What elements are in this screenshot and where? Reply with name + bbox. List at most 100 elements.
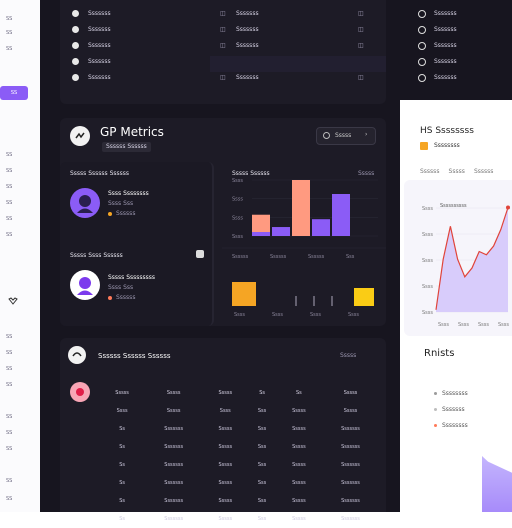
table-cell: Sssssss <box>164 462 184 468</box>
table-cell: Ss <box>119 462 125 468</box>
table-cell: Sss <box>257 408 267 414</box>
bar-chart-panel: Sssss Ssssss Sssss Ssss Ssss Ssss Ssss Sssss… <box>222 162 386 326</box>
table-row[interactable]: Ss Sssssss Sssss Sss Sssss Sssssss <box>100 492 380 510</box>
bar[interactable] <box>292 180 310 236</box>
profile-sub: Ssss Sss <box>108 284 134 291</box>
chart-header-left: Sssss Ssssss <box>232 170 270 177</box>
sidebar-item[interactable]: SS <box>6 446 13 452</box>
column-header[interactable]: Sssss <box>218 390 233 396</box>
avatar[interactable] <box>70 270 100 300</box>
column-header[interactable]: Ss <box>296 390 302 396</box>
sidebar-item[interactable]: SS <box>6 478 13 484</box>
data-point[interactable] <box>506 205 510 210</box>
column-header[interactable]: Sssss <box>115 390 129 396</box>
table-cell: Ss <box>119 516 125 522</box>
list-icon <box>418 74 426 82</box>
avatar[interactable] <box>70 188 100 218</box>
table-row[interactable]: Ss Sssssss Sssss Sss Sssss Sssssss <box>100 420 380 438</box>
sidebar-active-item[interactable]: SS <box>0 86 28 100</box>
sidebar-item[interactable]: SS <box>6 496 13 502</box>
table-row[interactable]: Ss Sssssss Sssss Sss Sssss Sssssss <box>100 474 380 492</box>
list-item[interactable]: Sssssss <box>434 42 457 49</box>
y-tick-label: Ssss <box>232 215 243 221</box>
mini-bar[interactable] <box>232 282 256 306</box>
table-cell: Sssssss <box>341 426 360 432</box>
sidebar-item[interactable]: SS <box>6 46 13 52</box>
row-action-icon[interactable]: ◫ <box>358 10 364 17</box>
row-value: Sssssss <box>236 42 259 49</box>
table-title: Ssssss Ssssss Ssssss <box>98 352 171 360</box>
table-cell: Ss <box>119 444 125 450</box>
metrics-logo-icon <box>70 126 90 146</box>
sidebar-item[interactable]: SS <box>6 216 13 222</box>
list-icon <box>418 26 426 34</box>
filter-button[interactable]: Sssss › <box>316 127 376 145</box>
sidebar-item[interactable]: SS <box>6 414 13 420</box>
bar[interactable] <box>272 227 290 236</box>
row-action-icon[interactable]: ◫ <box>358 74 364 81</box>
table-row[interactable]: Ssss Sssss Ssss Sss Sssss Sssss <box>100 402 380 420</box>
bar[interactable] <box>252 214 270 236</box>
table-cell: Sssssss <box>164 426 184 432</box>
decorative-shape <box>482 456 512 512</box>
sidebar-item[interactable]: SS <box>6 350 13 356</box>
table-cell: Sssssss <box>164 444 184 450</box>
list-item[interactable]: Ssssssss <box>442 390 468 397</box>
table-row[interactable]: Ss Sssssss Sssss Sss Sssss Sssssss <box>100 510 380 528</box>
sidebar-item[interactable]: SS <box>6 232 13 238</box>
table-link[interactable]: Sssss <box>340 352 357 359</box>
table-cell: Sssss <box>218 480 233 486</box>
search-icon <box>323 132 330 139</box>
table-row[interactable]: Ss Sssssss Sssss Sss Sssss Sssssss <box>100 438 380 456</box>
table-cell: Sssss <box>292 498 306 504</box>
more-icon[interactable] <box>196 250 204 258</box>
row-action-icon[interactable]: ◫ <box>358 26 364 33</box>
table-row[interactable]: Ss Sssssss Sssss Sss Sssss Sssssss <box>100 456 380 474</box>
sidebar-item[interactable]: SS <box>6 430 13 436</box>
sidebar-item[interactable]: SS <box>6 200 13 206</box>
list-item[interactable]: Sssssss <box>434 74 457 81</box>
sidebar-item[interactable]: SS <box>6 168 13 174</box>
table-cell: Sssss <box>166 408 181 414</box>
table-cell: Ssss <box>219 408 231 414</box>
row-value: Sssssss <box>236 26 259 33</box>
list-dot <box>434 424 437 427</box>
sidebar-item[interactable]: SS <box>6 152 13 158</box>
mini-bar[interactable] <box>354 288 374 306</box>
list-item[interactable]: Sssssss <box>434 10 457 17</box>
bar[interactable] <box>332 194 350 236</box>
sidebar-item[interactable]: SS <box>6 30 13 36</box>
record-icon[interactable] <box>70 382 90 402</box>
table-cell: Sssssss <box>341 462 360 468</box>
sidebar-item[interactable]: SS <box>6 382 13 388</box>
sidebar-item[interactable]: SS <box>6 334 13 340</box>
sidebar-item[interactable]: SS <box>6 366 13 372</box>
row-label: Sssssss <box>88 74 111 81</box>
y-tick-label: Ssss <box>232 178 243 184</box>
table-cell: Ss <box>119 498 125 504</box>
column-header[interactable]: Sssss <box>166 390 181 396</box>
column-header[interactable]: Sssss <box>343 390 358 396</box>
table-cell: Sssss <box>218 426 233 432</box>
row-value-icon: ◫ <box>220 74 226 81</box>
heart-icon[interactable] <box>8 290 18 305</box>
row-action-icon[interactable]: ◫ <box>358 42 364 49</box>
right-badge: Ssssssss <box>434 142 460 149</box>
list-item[interactable]: Sssssss <box>434 26 457 33</box>
bar[interactable] <box>312 219 330 236</box>
sidebar-item[interactable]: SS <box>6 184 13 190</box>
list-item[interactable]: Sssssss <box>434 58 457 65</box>
row-value-icon: ◫ <box>220 26 226 33</box>
x-tick-label: Ssssss <box>270 254 287 260</box>
table-cell: Sssssss <box>341 516 360 522</box>
right-column: HS Ssssssss Ssssssss Ssssss Sssss Ssssss… <box>400 0 512 512</box>
area-chart-value: Ssssssssss <box>440 203 467 209</box>
list-icon <box>418 58 426 66</box>
sidebar-item[interactable]: SS <box>6 16 13 22</box>
list-item[interactable]: Ssssssss <box>442 422 468 429</box>
area-chart: Ssss Ssss Ssss Ssss Ssss Ssss Ssss Ssss Ssss <box>422 205 510 328</box>
column-header[interactable]: Ss <box>259 390 265 396</box>
table-cell: Sssss <box>292 426 306 432</box>
list-item[interactable]: Sssssss <box>442 406 465 413</box>
chevron-icon: › <box>365 131 368 138</box>
